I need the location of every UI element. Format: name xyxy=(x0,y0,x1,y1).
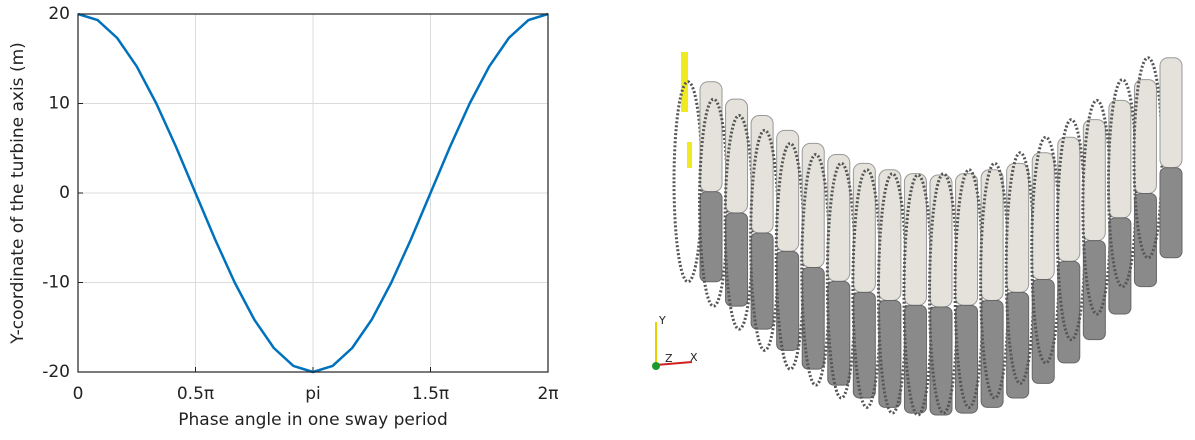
blade-lower xyxy=(852,291,876,399)
y-tick-label: 0 xyxy=(59,183,70,203)
blade-highlight xyxy=(681,52,688,112)
blade xyxy=(955,173,979,306)
y-tick-label: 10 xyxy=(48,94,70,114)
x-tick-label: 2π xyxy=(537,384,558,404)
blade-lower xyxy=(1006,291,1030,399)
blade-highlight xyxy=(687,142,692,168)
axis-triad-z xyxy=(652,362,660,370)
x-tick-label: 0.5π xyxy=(177,384,214,404)
blade-lower xyxy=(776,250,800,351)
blade xyxy=(852,162,876,293)
blade-lower xyxy=(827,280,851,386)
rotor-disc xyxy=(749,128,781,352)
blade xyxy=(1133,79,1157,194)
blade-lower xyxy=(1057,260,1081,364)
axis-triad-label: X xyxy=(690,351,698,364)
y-axis-label: Y-coordinate of the turbine axis (m) xyxy=(8,42,28,345)
y-tick-label: -20 xyxy=(42,362,70,382)
blade xyxy=(801,142,825,269)
blade xyxy=(929,174,953,308)
blade xyxy=(878,169,902,301)
y-tick-label: -10 xyxy=(42,273,70,293)
blade-lower xyxy=(1159,167,1183,259)
blade-lower xyxy=(903,304,927,414)
turbine-render xyxy=(672,52,1183,417)
blade-lower xyxy=(1082,240,1106,341)
axes-box xyxy=(77,13,549,373)
y-tick-label: 20 xyxy=(48,4,70,24)
blade xyxy=(903,173,927,306)
axis-triad-label: Z xyxy=(665,352,673,365)
blade-lower xyxy=(980,299,1004,408)
blade xyxy=(1057,136,1081,262)
x-tick-label: 0 xyxy=(73,384,84,404)
x-tick-label: pi xyxy=(305,384,321,404)
blade-lower xyxy=(699,191,723,283)
blade-lower xyxy=(1133,192,1157,288)
blade-lower xyxy=(801,267,825,370)
blade xyxy=(980,169,1004,301)
blade xyxy=(827,153,851,282)
x-tick-label: 1.5π xyxy=(412,384,449,404)
blade xyxy=(1159,57,1183,169)
blade-lower xyxy=(750,232,774,330)
axis-triad-x xyxy=(655,361,693,366)
blade-lower xyxy=(1108,217,1132,315)
blade-lower xyxy=(878,299,902,408)
x-axis-label: Phase angle in one sway period xyxy=(178,410,447,430)
axis-triad-label: Y xyxy=(658,314,666,327)
